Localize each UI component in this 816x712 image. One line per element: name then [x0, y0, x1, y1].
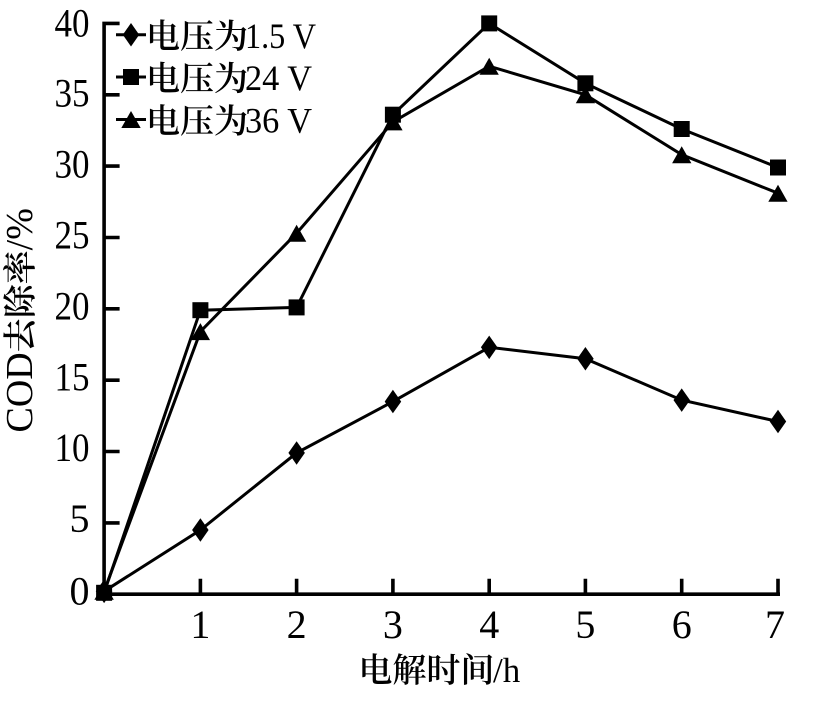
- svg-text:15: 15: [55, 355, 90, 400]
- svg-text:2: 2: [287, 602, 307, 647]
- svg-text:/h: /h: [493, 651, 521, 690]
- svg-text:36 V: 36 V: [245, 101, 312, 141]
- svg-text:35: 35: [55, 71, 90, 116]
- svg-text:/%: /%: [0, 208, 41, 250]
- svg-text:COD: COD: [0, 352, 41, 432]
- svg-text:3: 3: [383, 602, 403, 647]
- svg-text:20: 20: [55, 284, 90, 329]
- svg-text:6: 6: [672, 602, 692, 647]
- svg-text:5: 5: [70, 496, 90, 541]
- svg-text:1.5 V: 1.5 V: [245, 16, 316, 56]
- svg-text:1: 1: [190, 602, 210, 647]
- svg-text:25: 25: [55, 213, 90, 258]
- svg-text:30: 30: [55, 142, 90, 187]
- svg-text:10: 10: [55, 425, 90, 470]
- svg-text:40: 40: [55, 1, 90, 46]
- svg-text:7: 7: [765, 602, 785, 647]
- svg-text:24 V: 24 V: [245, 58, 312, 98]
- svg-text:4: 4: [479, 602, 499, 647]
- svg-text:5: 5: [575, 602, 595, 647]
- svg-text:0: 0: [70, 569, 90, 614]
